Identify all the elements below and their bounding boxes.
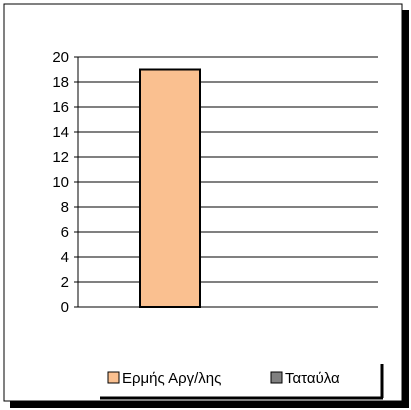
bars: [139, 68, 201, 308]
legend-label-series-1: Ερμής Αργ/λης: [122, 370, 221, 387]
legend-label-series-2: Ταταύλα: [285, 370, 340, 387]
y-tick-label: 6: [61, 224, 69, 241]
y-tick-label: 18: [52, 74, 69, 91]
y-tick-label: 0: [61, 299, 69, 316]
y-axis: 0 2 4 6 8 10 12 14 16 18 20: [52, 49, 79, 316]
legend-swatch-series-1: [107, 371, 120, 384]
legend-swatch-series-2: [270, 371, 283, 384]
legend-box: [98, 362, 380, 396]
y-tick-label: 20: [52, 49, 69, 66]
y-tick-label: 4: [61, 249, 69, 266]
y-tick-label: 2: [61, 274, 69, 291]
y-tick-label: 12: [52, 149, 69, 166]
gridlines: [78, 56, 378, 308]
y-tick-label: 8: [61, 199, 69, 216]
chart-border: [3, 3, 403, 402]
y-tick-label: 10: [52, 174, 69, 191]
y-tick-label: 14: [52, 124, 69, 141]
y-tick-label: 16: [52, 99, 69, 116]
legend: Ερμής Αργ/λης Ταταύλα: [98, 362, 384, 400]
bar-series-1: [139, 68, 201, 308]
